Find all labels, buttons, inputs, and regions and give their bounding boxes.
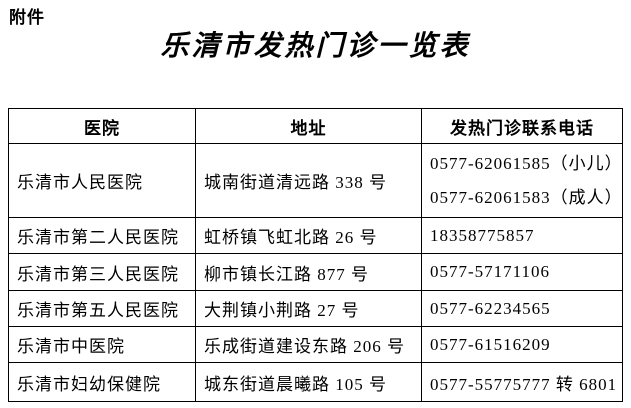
column-header-hospital: 医院 (8, 108, 196, 144)
column-header-address: 地址 (195, 108, 422, 144)
hospital-cell: 乐清市第二人民医院 (8, 217, 196, 254)
phone-cell: 0577-62061585（小儿） 0577-62061583（成人） (421, 143, 623, 218)
fever-clinic-table: 医院 地址 发热门诊联系电话 乐清市人民医院 城南街道清远路 338 号 057… (8, 108, 623, 402)
address-cell: 城东街道晨曦路 105 号 (195, 362, 422, 402)
table-row: 乐清市第三人民医院 柳市镇长江路 877 号 0577-57171106 (8, 253, 623, 291)
hospital-cell: 乐清市人民医院 (8, 143, 196, 218)
attachment-label: 附件 (9, 8, 45, 27)
phone-cell: 18358775857 (421, 217, 623, 254)
table-header-row: 医院 地址 发热门诊联系电话 (8, 108, 623, 144)
phone-line: 0577-62061585（小儿） (430, 153, 623, 173)
table-row: 乐清市第五人民医院 大荆镇小荆路 27 号 0577-62234565 (8, 290, 623, 327)
address-cell: 大荆镇小荆路 27 号 (195, 290, 422, 327)
address-cell: 柳市镇长江路 877 号 (195, 253, 422, 291)
column-header-phone: 发热门诊联系电话 (421, 108, 623, 144)
table-row: 乐清市中医院 乐成街道建设东路 206 号 0577-61516209 (8, 326, 623, 363)
address-cell: 虹桥镇飞虹北路 26 号 (195, 217, 422, 254)
hospital-cell: 乐清市妇幼保健院 (8, 362, 196, 402)
table-row: 乐清市人民医院 城南街道清远路 338 号 0577-62061585（小儿） … (8, 143, 623, 218)
page-title: 乐清市发热门诊一览表 (160, 31, 471, 62)
address-cell: 城南街道清远路 338 号 (195, 143, 422, 218)
phone-cell: 0577-62234565 (421, 290, 623, 327)
table-row: 乐清市妇幼保健院 城东街道晨曦路 105 号 0577-55775777 转 6… (8, 362, 623, 402)
hospital-cell: 乐清市第五人民医院 (8, 290, 196, 327)
phone-cell: 0577-57171106 (421, 253, 623, 291)
table-row: 乐清市第二人民医院 虹桥镇飞虹北路 26 号 18358775857 (8, 217, 623, 254)
hospital-cell: 乐清市中医院 (8, 326, 196, 363)
address-cell: 乐成街道建设东路 206 号 (195, 326, 422, 363)
hospital-cell: 乐清市第三人民医院 (8, 253, 196, 291)
phone-line: 0577-62061583（成人） (430, 187, 623, 207)
phone-cell: 0577-61516209 (421, 326, 623, 363)
phone-cell: 0577-55775777 转 6801 (421, 362, 623, 402)
